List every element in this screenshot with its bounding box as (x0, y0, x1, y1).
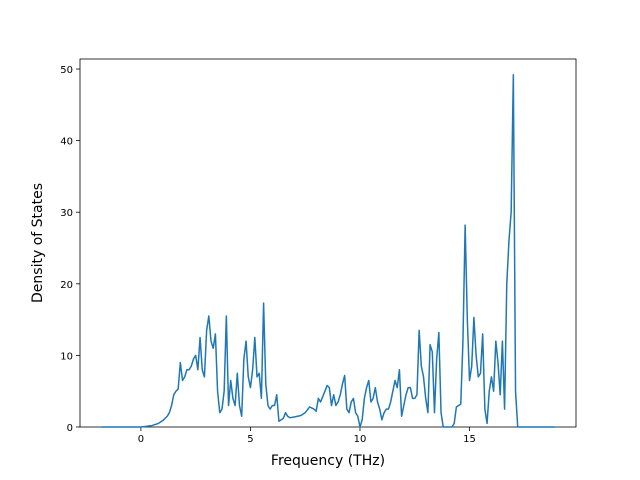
plot-frame (79, 58, 577, 428)
x-tick-label: 15 (463, 434, 476, 445)
y-axis-label: Density of States (30, 183, 46, 303)
y-tick-label: 0 (67, 423, 73, 434)
x-tick-label: 5 (247, 434, 253, 445)
y-tick-label: 40 (60, 137, 73, 148)
y-tick-label: 50 (60, 65, 73, 76)
y-tick-label: 10 (60, 351, 73, 362)
data-line (101, 74, 555, 428)
x-tick-label: 10 (354, 434, 367, 445)
y-tick-label: 20 (60, 280, 73, 291)
x-axis-label: Frequency (THz) (271, 453, 385, 469)
x-tick-label: 0 (138, 434, 144, 445)
y-tick-label: 30 (60, 208, 73, 219)
